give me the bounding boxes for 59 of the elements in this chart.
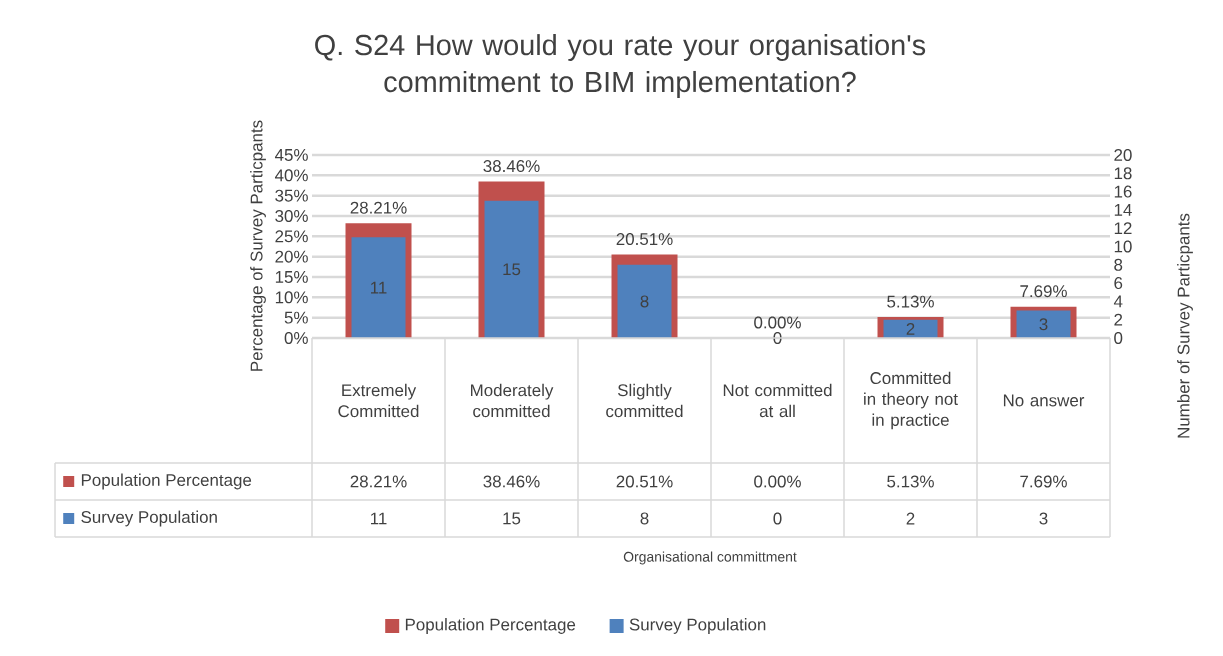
- chart-title: Q. S24 How would you rate your organisation's commitment to BIM implementation?: [315, 34, 926, 98]
- y2-tick-label: 20: [1114, 148, 1132, 161]
- y2-tick-label: 2: [1114, 313, 1123, 326]
- y-tick-label: 0%: [284, 331, 308, 344]
- text: 3: [1039, 318, 1048, 331]
- text: 15: [503, 263, 521, 276]
- y2-tick-label: 4: [1113, 295, 1123, 308]
- y2-axis-title: Number of Survey Particpants: [1177, 213, 1193, 438]
- y2-tick-label: 18: [1114, 167, 1132, 180]
- data-label: 7.69%: [1020, 475, 1067, 488]
- y-tick-label: 40%: [274, 169, 308, 182]
- text: 7.69%: [1020, 285, 1067, 298]
- data-label: 28.21%: [350, 475, 407, 488]
- text: Survey Population: [629, 618, 766, 634]
- text: 11: [371, 281, 387, 294]
- data-label: 15: [503, 512, 521, 525]
- text: 0.00%: [754, 316, 801, 329]
- y2-tick-label: 14: [1114, 204, 1132, 216]
- data-label: 0.00%: [754, 475, 801, 488]
- y-tick-label: 35%: [275, 189, 308, 202]
- y2-tick-label: 10: [1114, 240, 1132, 253]
- data-label: 0: [773, 512, 782, 525]
- x-tick-label: Committed in theory not in practice: [864, 371, 958, 430]
- x-tick-label: Extremely Committed: [338, 383, 419, 418]
- text: 38.46%: [483, 160, 540, 173]
- data-label: 3: [1039, 512, 1048, 525]
- data-label: 11: [371, 512, 387, 525]
- text: 5.13%: [887, 295, 934, 308]
- y-tick-label: 10%: [275, 291, 308, 304]
- data-label: 38.46%: [483, 475, 540, 488]
- y-tick-label: 30%: [275, 209, 308, 222]
- text: 0: [773, 331, 782, 344]
- x-tick-label: Slightly committed: [606, 383, 683, 418]
- data-label: 5.13%: [887, 475, 934, 488]
- data-label: 2: [906, 512, 915, 525]
- y-tick-label: 25%: [275, 230, 308, 243]
- x-tick-label: Moderately committed: [471, 383, 554, 418]
- text: Organisational committment: [623, 551, 797, 565]
- text: 28.21%: [350, 201, 407, 214]
- y-tick-label: 20%: [275, 250, 308, 263]
- data-label: 20.51%: [616, 475, 673, 488]
- legend-label: Survey Population: [81, 510, 217, 527]
- y-tick-label: 5%: [284, 311, 308, 324]
- x-tick-label: No answer: [1003, 394, 1085, 407]
- data-label: 8: [640, 512, 649, 525]
- text: 2: [906, 322, 915, 335]
- legend-label: Population Percentage: [81, 473, 252, 490]
- y2-tick-label: 0: [1114, 331, 1123, 344]
- text: Population Percentage: [405, 618, 576, 634]
- text: 20.51%: [616, 233, 673, 246]
- y-axis-title: Percentage of Survey Particpants: [250, 120, 266, 371]
- text: 8: [640, 295, 649, 308]
- y2-tick-label: 8: [1114, 258, 1123, 271]
- y2-tick-label: 16: [1114, 185, 1132, 198]
- y-tick-label: 45%: [274, 149, 308, 161]
- y2-tick-label: 6: [1114, 277, 1123, 290]
- y2-tick-label: 12: [1114, 222, 1132, 235]
- y-tick-label: 15%: [275, 271, 308, 283]
- x-tick-label: Not committed at all: [723, 383, 832, 418]
